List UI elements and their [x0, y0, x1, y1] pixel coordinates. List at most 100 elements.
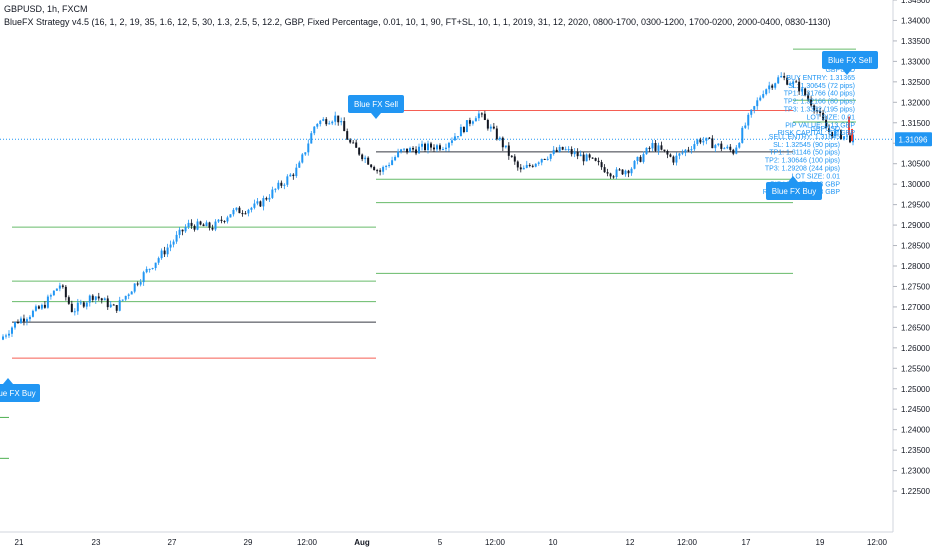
candle-body — [639, 156, 642, 162]
candle-body — [388, 164, 391, 166]
candle-body — [19, 318, 22, 324]
candle-body — [139, 282, 142, 285]
candle-body — [142, 272, 145, 283]
y-tick-label: 1.23000 — [901, 467, 930, 476]
candle-body — [573, 151, 576, 155]
candle-body — [528, 164, 531, 166]
candle-body — [579, 154, 582, 157]
candle-body — [301, 154, 304, 163]
candle-body — [328, 123, 331, 125]
current-price-tag — [895, 132, 932, 147]
candle-body — [510, 155, 513, 157]
y-tick-label: 1.24000 — [901, 426, 930, 435]
candle-body — [489, 126, 492, 129]
candle-body — [196, 221, 199, 230]
candle-body — [537, 162, 540, 164]
candle-body — [163, 250, 166, 255]
candle-body — [424, 143, 427, 151]
candle-body — [750, 109, 753, 115]
candle-body — [49, 295, 52, 297]
candle-body — [774, 83, 777, 88]
candle-body — [346, 131, 349, 140]
y-tick-label: 1.30000 — [901, 180, 930, 189]
candle-body — [127, 294, 130, 296]
candle-body — [214, 221, 217, 230]
candle-body — [259, 201, 262, 207]
signal-label-pointer — [371, 113, 381, 119]
candle-body — [792, 81, 795, 85]
candle-body — [349, 139, 352, 143]
candle-body — [247, 209, 250, 214]
candle-body — [82, 302, 85, 307]
candle-body — [373, 166, 376, 171]
candle-body — [319, 120, 322, 125]
candle-body — [100, 298, 103, 301]
signal-label-text: ue FX Buy — [0, 389, 36, 398]
indicator-legend[interactable]: BlueFX Strategy v4.5 (16, 1, 2, 19, 35, … — [4, 17, 831, 27]
candle-body — [636, 156, 639, 161]
candle-body — [564, 149, 567, 151]
candle-body — [753, 106, 756, 110]
candle-body — [471, 121, 474, 124]
candle-body — [645, 147, 648, 155]
candle-body — [789, 84, 792, 86]
candle-body — [561, 146, 564, 150]
candle-body — [193, 225, 196, 230]
symbol-legend[interactable]: GBPUSD, 1h, FXCM — [4, 4, 88, 14]
candle-body — [714, 145, 717, 149]
candle-body — [229, 214, 232, 218]
candle-body — [208, 222, 211, 228]
candle-body — [525, 164, 528, 168]
candle-body — [786, 77, 789, 85]
candle-body — [238, 207, 241, 214]
candle-body — [495, 128, 498, 140]
signal-label-box — [0, 384, 40, 402]
y-tick-label: 1.26000 — [901, 344, 930, 353]
candle-body — [7, 333, 10, 336]
candle-body — [358, 147, 361, 155]
x-tick-label: 5 — [438, 538, 443, 547]
candle-body — [588, 154, 591, 158]
candle-body — [199, 221, 202, 225]
x-tick-label: 12:00 — [297, 538, 318, 547]
candle-body — [429, 143, 432, 148]
candle-body — [79, 302, 82, 304]
candle-body — [513, 156, 516, 162]
signal-label-pointer — [788, 176, 798, 182]
sell-trade-info-line: RISK CAPITAL: 6.7 GBP — [778, 130, 856, 137]
candle-body — [675, 155, 678, 163]
buy-trade-info-line: TP2: 1.30646 (100 pips) — [765, 158, 840, 165]
candle-body — [846, 135, 849, 137]
candle-body — [798, 81, 801, 92]
candle-body — [720, 143, 723, 149]
candle-body — [10, 327, 13, 334]
candle-body — [172, 241, 175, 245]
candle-body — [735, 147, 738, 154]
sell-trade-info-line: GBPUSD — [825, 67, 855, 74]
y-tick-label: 1.26500 — [901, 323, 930, 332]
candle-body — [681, 152, 684, 154]
candle-body — [435, 145, 438, 150]
candle-body — [768, 85, 771, 90]
candle-body — [633, 160, 636, 169]
candle-body — [58, 285, 61, 289]
candle-body — [654, 142, 657, 151]
x-tick-label: 27 — [168, 538, 177, 547]
candle-body — [220, 219, 223, 221]
candle-body — [334, 115, 337, 122]
candle-body — [555, 149, 558, 152]
candle-body — [43, 304, 46, 308]
y-tick-label: 1.31500 — [901, 119, 930, 128]
candle-body — [615, 169, 618, 178]
candle-body — [666, 150, 669, 155]
candle-body — [702, 140, 705, 143]
candle-body — [133, 283, 136, 292]
candle-body — [795, 81, 798, 83]
candle-body — [597, 160, 600, 163]
candle-body — [438, 145, 441, 150]
candle-body — [4, 335, 7, 337]
candle-body — [711, 138, 714, 149]
candle-body — [73, 311, 76, 313]
